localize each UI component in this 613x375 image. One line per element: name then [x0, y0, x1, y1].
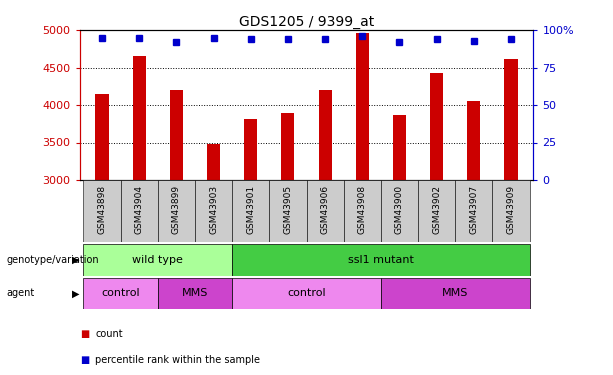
Bar: [83, 180, 121, 242]
Bar: [195, 180, 232, 242]
Text: GSM43908: GSM43908: [358, 185, 367, 234]
Text: ■: ■: [80, 329, 89, 339]
Bar: [356, 33, 369, 180]
Text: wild type: wild type: [132, 255, 183, 265]
Text: control: control: [287, 288, 326, 298]
Text: GSM43898: GSM43898: [97, 185, 107, 234]
Bar: [132, 56, 146, 180]
Text: MMS: MMS: [442, 288, 468, 298]
Text: ▶: ▶: [72, 255, 80, 265]
Text: genotype/variation: genotype/variation: [6, 255, 99, 265]
Text: GSM43906: GSM43906: [321, 185, 330, 234]
Bar: [319, 90, 332, 180]
Text: count: count: [95, 329, 123, 339]
Bar: [232, 180, 269, 242]
Text: ssl1 mutant: ssl1 mutant: [348, 255, 414, 265]
Text: GSM43901: GSM43901: [246, 185, 255, 234]
Bar: [381, 278, 530, 309]
Text: GSM43899: GSM43899: [172, 185, 181, 234]
Title: GDS1205 / 9399_at: GDS1205 / 9399_at: [239, 15, 374, 29]
Bar: [170, 90, 183, 180]
Bar: [281, 112, 294, 180]
Bar: [455, 180, 492, 242]
Bar: [467, 100, 481, 180]
Bar: [306, 180, 344, 242]
Text: GSM43907: GSM43907: [470, 185, 478, 234]
Text: GSM43904: GSM43904: [135, 185, 143, 234]
Bar: [430, 73, 443, 180]
Text: GSM43909: GSM43909: [506, 185, 516, 234]
Bar: [83, 244, 232, 276]
Text: control: control: [101, 288, 140, 298]
Text: MMS: MMS: [182, 288, 208, 298]
Text: GSM43903: GSM43903: [209, 185, 218, 234]
Text: ■: ■: [80, 355, 89, 365]
Bar: [344, 180, 381, 242]
Text: GSM43902: GSM43902: [432, 185, 441, 234]
Bar: [393, 115, 406, 180]
Bar: [492, 180, 530, 242]
Bar: [158, 278, 232, 309]
Bar: [207, 144, 220, 180]
Bar: [232, 278, 381, 309]
Bar: [232, 244, 530, 276]
Text: GSM43900: GSM43900: [395, 185, 404, 234]
Bar: [244, 118, 257, 180]
Text: percentile rank within the sample: percentile rank within the sample: [95, 355, 260, 365]
Bar: [381, 180, 418, 242]
Bar: [121, 180, 158, 242]
Bar: [158, 180, 195, 242]
Text: agent: agent: [6, 288, 34, 298]
Text: GSM43905: GSM43905: [283, 185, 292, 234]
Bar: [83, 278, 158, 309]
Bar: [96, 94, 109, 180]
Bar: [504, 58, 517, 180]
Bar: [269, 180, 306, 242]
Bar: [418, 180, 455, 242]
Text: ▶: ▶: [72, 288, 80, 298]
